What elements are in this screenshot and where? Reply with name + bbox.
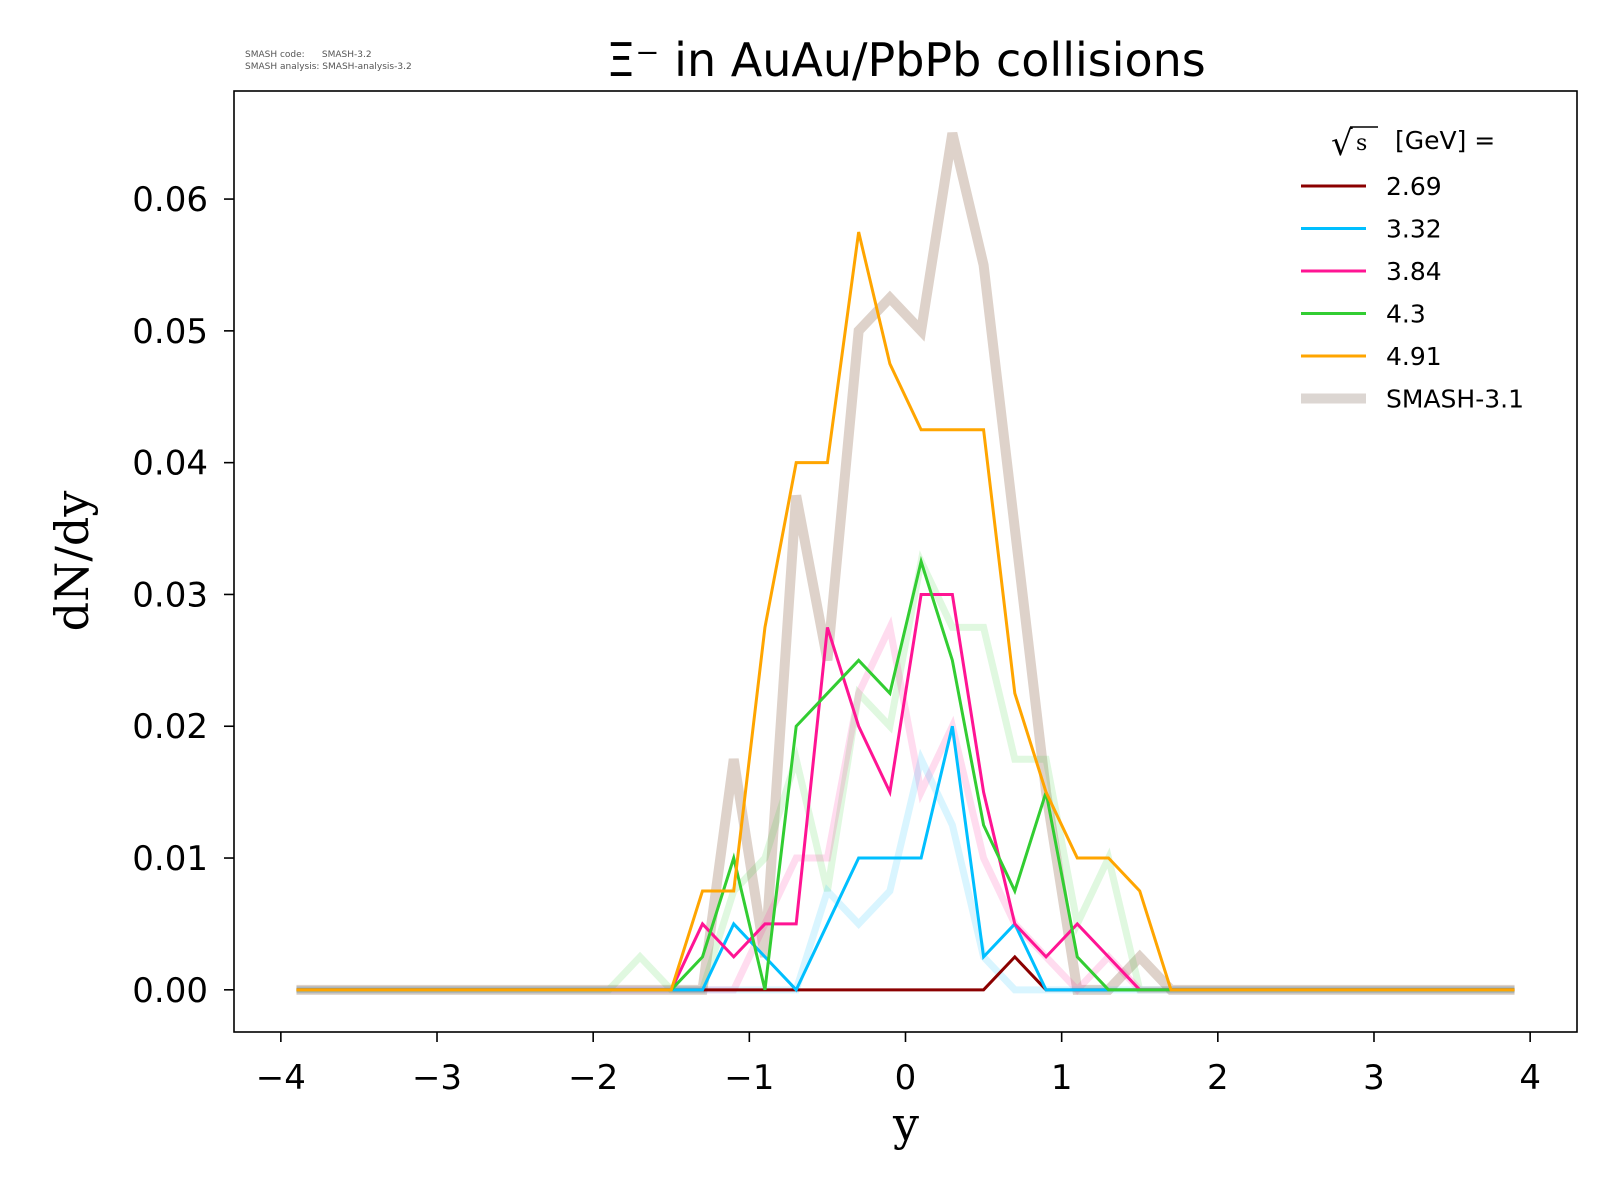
data-lines	[296, 231, 1515, 993]
y-tick-label-5: 0.05	[132, 312, 208, 352]
chart-title: Ξ⁻ in AuAu/PbPb collisions	[606, 33, 1206, 87]
legend-label-5: 3.32	[1386, 215, 1442, 244]
x-tick-label-2: −2	[568, 1058, 618, 1098]
series-line-reference-0	[296, 132, 1515, 995]
x-axis-label: y	[892, 1097, 919, 1151]
legend-label-7: 4.3	[1386, 300, 1426, 329]
y-tick-label-6: 0.06	[132, 180, 208, 220]
smash-analysis-version: SMASH analysis: SMASH-analysis-3.2	[245, 62, 412, 72]
y-axis-ticks: 0.00 0.01 0.02 0.03 0.04 0.05 0.06	[132, 180, 234, 1011]
smash-code-version: SMASH code: SMASH-3.2	[245, 50, 372, 60]
legend-title-text: [GeV] =	[1395, 126, 1495, 155]
plot-frame	[233, 90, 1578, 1033]
x-tick-label-4: 0	[895, 1058, 917, 1098]
legend-label-8: 4.91	[1386, 342, 1442, 371]
reference-lines	[296, 132, 1515, 995]
legend: √ s [GeV] = 2.69 3.32 3.84 4.3 4.91 SMASH-3.1	[1301, 124, 1524, 414]
y-axis-label: dN/dy	[45, 491, 99, 632]
series-line-6	[296, 592, 1515, 992]
x-tick-label-3: −1	[724, 1058, 774, 1098]
legend-title-radical: √	[1331, 124, 1353, 164]
series-line-5	[296, 725, 1515, 993]
x-tick-label-0: −4	[256, 1058, 306, 1098]
x-tick-label-6: 2	[1207, 1058, 1229, 1098]
legend-label-0: SMASH-3.1	[1386, 385, 1524, 414]
legend-entries: 2.69 3.32 3.84 4.3 4.91 SMASH-3.1	[1301, 172, 1524, 414]
y-tick-label-3: 0.03	[132, 575, 208, 615]
legend-label-4: 2.69	[1386, 172, 1442, 201]
x-axis-ticks: −4 −3 −2 −1 0 1 2 3 4	[256, 1032, 1541, 1098]
x-tick-label-7: 3	[1363, 1058, 1385, 1098]
y-tick-label-1: 0.01	[132, 839, 208, 879]
legend-title-s: s	[1356, 131, 1367, 156]
legend-label-6: 3.84	[1386, 257, 1442, 286]
series-line-8	[296, 231, 1515, 992]
series-line-reference-2	[296, 616, 1515, 995]
series-line-7	[296, 555, 1515, 992]
x-tick-label-8: 4	[1519, 1058, 1541, 1098]
y-tick-label-0: 0.00	[132, 971, 208, 1011]
series-line-reference-3	[296, 748, 1515, 994]
x-tick-label-1: −3	[412, 1058, 462, 1098]
y-tick-label-2: 0.02	[132, 707, 208, 747]
x-tick-label-5: 1	[1051, 1058, 1073, 1098]
y-tick-label-4: 0.04	[132, 444, 208, 484]
